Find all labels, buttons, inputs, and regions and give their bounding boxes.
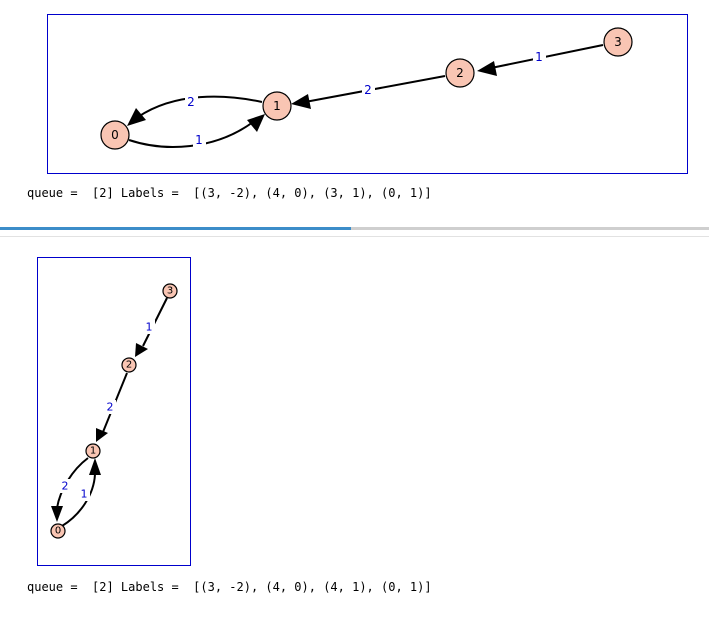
edge-3-2-arrowhead xyxy=(135,343,148,357)
edge-label-bg xyxy=(193,132,206,148)
graph-node-0 xyxy=(50,523,66,539)
graph-node-3 xyxy=(162,283,178,299)
graph-node-label: 1 xyxy=(90,446,96,457)
graph-node-2 xyxy=(445,58,475,88)
graph-top-frame xyxy=(47,14,688,174)
edge-label-bg xyxy=(362,82,375,98)
edge-2-1-arrowhead xyxy=(291,94,311,109)
edge-1-0 xyxy=(137,95,263,118)
edge-label-0-1: 1 xyxy=(195,133,203,147)
graph-node-label: 0 xyxy=(111,128,119,142)
graph-bottom-frame xyxy=(37,257,191,566)
queue-labels-output: queue = [2] Labels = [(3, -2), (4, 0), (… xyxy=(27,186,432,200)
graph-node-label: 2 xyxy=(126,360,132,371)
edge-2-1-arrowhead xyxy=(96,428,108,442)
edge-label-3-2: 1 xyxy=(535,50,543,64)
edge-label-3-2: 1 xyxy=(146,321,153,334)
graph-node-label: 3 xyxy=(614,35,622,49)
edge-3-2-arrowhead xyxy=(477,61,497,76)
graph-node-3 xyxy=(603,27,633,57)
progress-bar-fill xyxy=(0,227,351,230)
edge-label-2-1: 2 xyxy=(364,83,372,97)
edge-0-1-arrowhead xyxy=(89,458,101,475)
edge-1-0-arrowhead xyxy=(51,506,63,522)
edge-label-bg xyxy=(78,487,90,501)
edge-label-1-0: 2 xyxy=(187,95,195,109)
progress-bar xyxy=(0,227,709,230)
edge-label-1-0: 2 xyxy=(62,480,69,493)
edge-0-1-arrowhead xyxy=(247,114,265,132)
edge-label-2-1: 2 xyxy=(107,401,114,414)
graph-node-2 xyxy=(121,357,137,373)
edge-0-1 xyxy=(128,121,254,148)
graph-node-0 xyxy=(100,120,130,150)
graph-node-label: 2 xyxy=(456,66,464,80)
graph-node-label: 1 xyxy=(273,99,281,113)
edge-label-bg xyxy=(59,479,71,493)
edge-label-bg xyxy=(143,320,155,334)
edge-3-2 xyxy=(490,44,604,69)
edge-label-bg xyxy=(104,400,116,414)
graph-node-1 xyxy=(262,91,292,121)
edge-label-0-1: 1 xyxy=(81,488,88,501)
edge-0-1 xyxy=(61,473,96,527)
edge-label-bg xyxy=(185,94,198,110)
edge-1-0-arrowhead xyxy=(127,108,146,126)
graph-node-label: 3 xyxy=(167,286,173,297)
queue-labels-output: queue = [2] Labels = [(3, -2), (4, 0), (… xyxy=(27,580,432,594)
edge-label-bg xyxy=(533,49,546,65)
divider xyxy=(0,236,709,237)
graph-node-1 xyxy=(85,443,101,459)
graph-node-label: 0 xyxy=(55,526,61,537)
